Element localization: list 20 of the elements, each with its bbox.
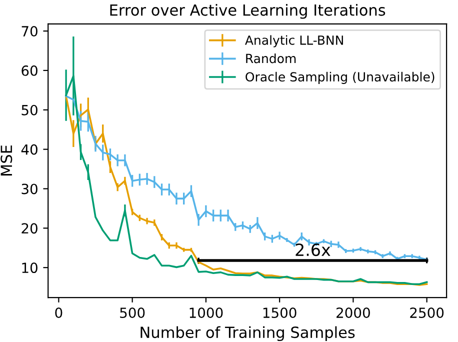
y-tick-label: 10 xyxy=(22,262,38,274)
legend-label: Random xyxy=(246,54,296,64)
y-tick-label: 60 xyxy=(22,65,38,76)
x-axis-title: Number of Training Samples xyxy=(140,326,355,342)
y-tick-label: 30 xyxy=(22,184,38,194)
y-tick-label: 50 xyxy=(22,104,38,116)
annotation: 2.6x xyxy=(296,243,330,256)
chart-title: Error over Active Learning Iterations xyxy=(110,4,386,19)
y-tick-label: 20 xyxy=(22,223,38,234)
y-tick-label: 40 xyxy=(21,144,38,155)
legend-label: Analytic LL-BNN xyxy=(245,35,343,48)
y-axis-title: MSE xyxy=(0,145,12,176)
y-tick-label: 70 xyxy=(22,26,38,37)
x-tick-label: 0 xyxy=(55,308,62,318)
x-tick-label: 2000 xyxy=(336,308,370,318)
x-tick-label: 1000 xyxy=(190,308,223,318)
x-tick-label: 500 xyxy=(120,308,145,318)
x-tick-label: 1500 xyxy=(263,308,296,318)
legend-label: Oracle Sampling (Unavailable) xyxy=(246,72,434,84)
x-tick-label: 2500 xyxy=(410,308,444,318)
